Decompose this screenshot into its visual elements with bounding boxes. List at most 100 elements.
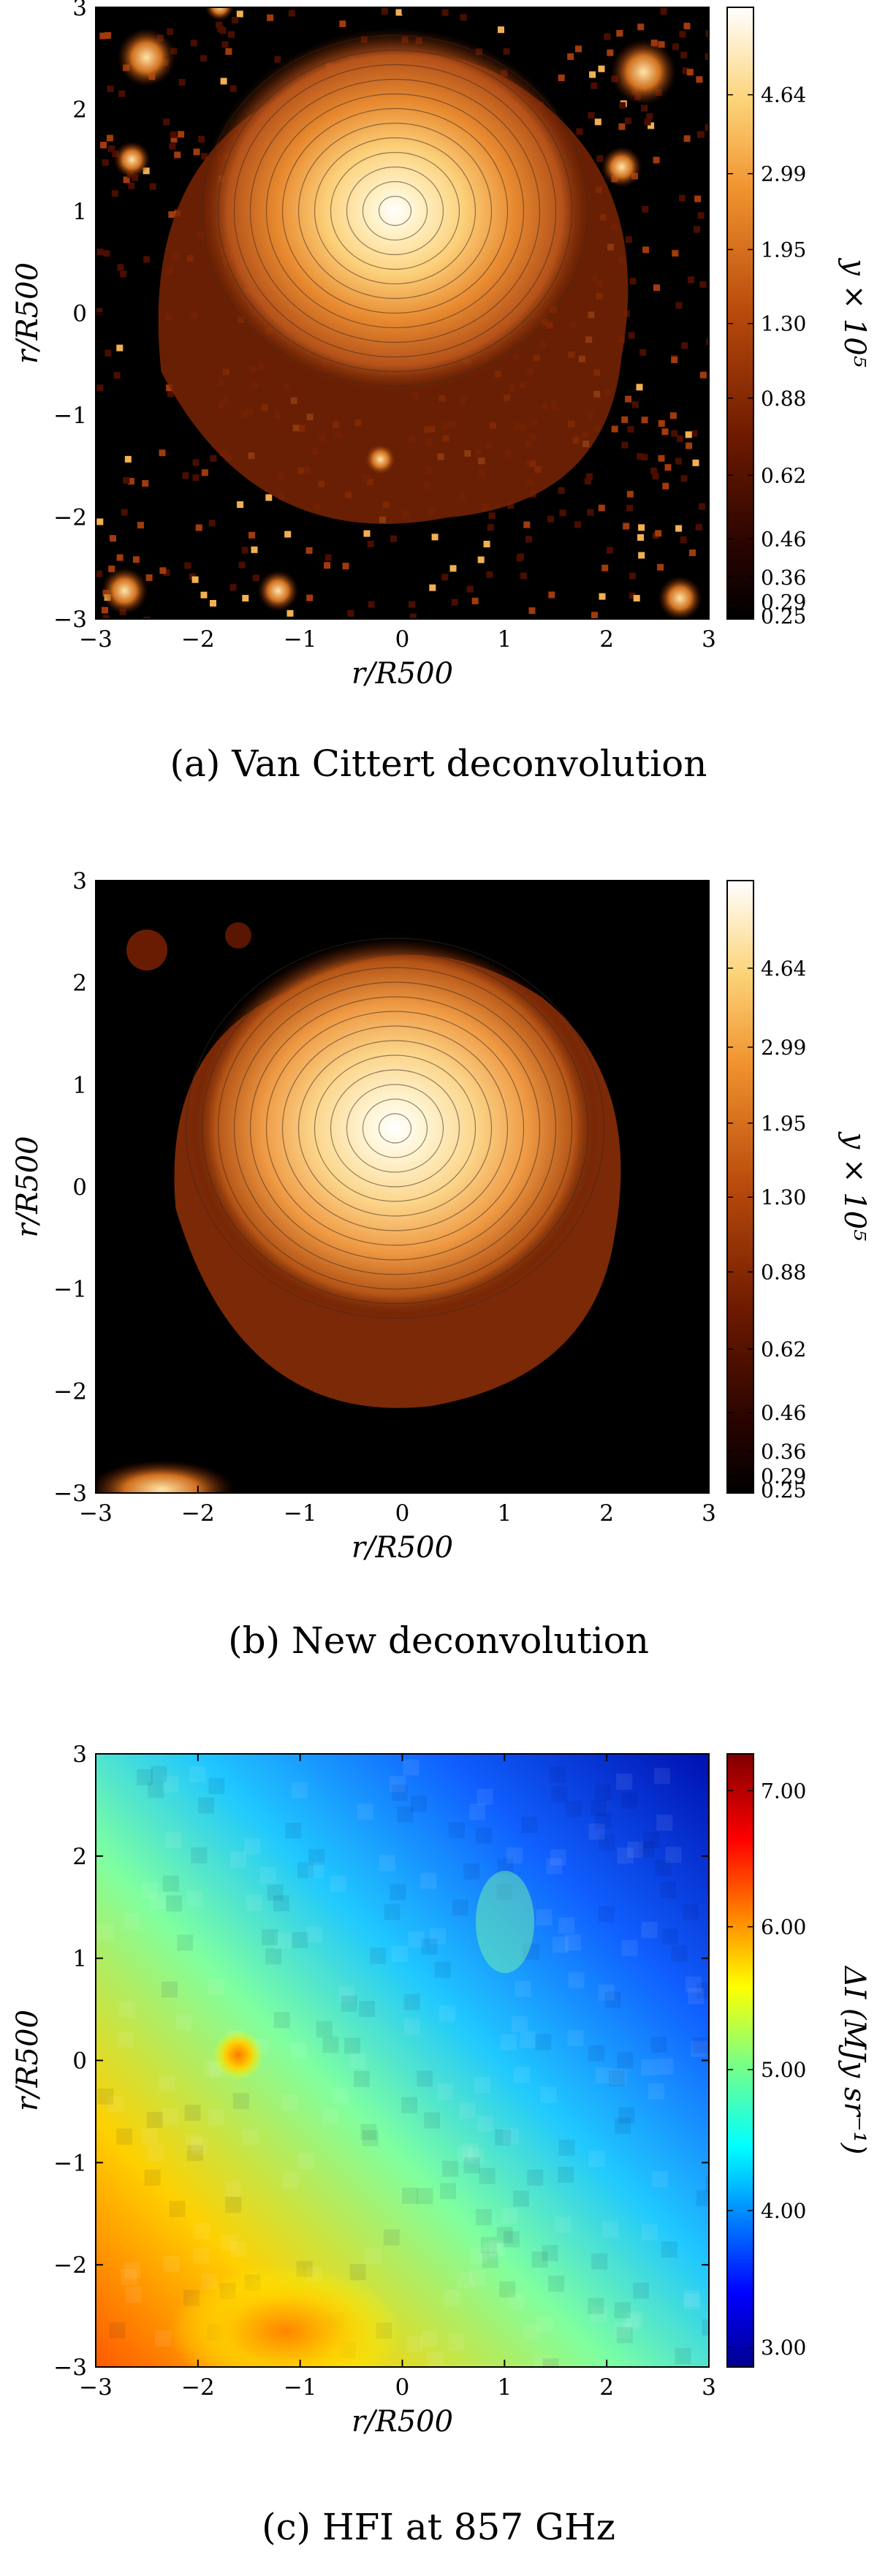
noise-pixel — [542, 2245, 558, 2261]
noise-pixel — [141, 1882, 158, 1899]
noise-pixel — [391, 1945, 408, 1962]
y-tick-label: 3 — [72, 1741, 87, 1768]
x-tick-label: −3 — [79, 1500, 113, 1527]
noise-pixel — [483, 541, 490, 547]
noise-pixel — [525, 536, 533, 543]
noise-pixel — [588, 2298, 604, 2314]
noise-pixel — [587, 509, 594, 516]
colorbar-tick-label: 5.00 — [761, 2058, 806, 2082]
noise-pixel — [99, 32, 107, 39]
noise-pixel — [654, 1768, 671, 1785]
colorbar-label: y × 10⁵ — [838, 257, 871, 367]
noise-pixel — [638, 524, 645, 531]
noise-pixel — [431, 533, 438, 541]
noise-pixel — [163, 118, 170, 126]
noise-pixel — [616, 2327, 633, 2344]
noise-pixel — [165, 1831, 182, 1848]
noise-pixel — [200, 591, 208, 599]
noise-pixel — [639, 349, 647, 356]
noise-pixel — [108, 145, 115, 153]
point-source — [96, 1460, 235, 1493]
noise-pixel — [238, 561, 246, 569]
y-tick-label: −2 — [53, 505, 87, 531]
noise-pixel — [105, 32, 111, 39]
noise-pixel — [671, 430, 678, 437]
noise-pixel — [161, 1981, 178, 1998]
noise-pixel — [676, 435, 683, 442]
noise-pixel — [102, 615, 110, 619]
noise-pixel — [417, 2070, 433, 2087]
noise-pixel — [383, 2229, 400, 2246]
noise-pixel — [390, 535, 397, 542]
noise-pixel — [402, 2187, 418, 2204]
noise-pixel — [696, 76, 703, 83]
noise-pixel — [186, 2145, 203, 2162]
noise-pixel — [403, 1759, 419, 1776]
noise-pixel — [111, 190, 118, 197]
noise-pixel — [208, 1978, 224, 1995]
noise-pixel — [594, 118, 601, 126]
noise-pixel — [344, 2037, 361, 2054]
y-axis-label: r/R500 — [11, 262, 45, 364]
noise-pixel — [619, 102, 626, 109]
noise-pixel — [169, 2200, 186, 2217]
noise-pixel — [650, 2037, 667, 2053]
noise-pixel — [629, 278, 637, 285]
noise-pixel — [216, 21, 222, 29]
noise-pixel — [441, 574, 449, 581]
noise-pixel — [531, 2252, 548, 2268]
noise-pixel — [694, 226, 701, 233]
noise-pixel — [391, 1785, 408, 1801]
noise-pixel — [193, 2248, 210, 2265]
noise-pixel — [186, 2134, 202, 2151]
noise-pixel — [507, 502, 515, 509]
contour-line — [233, 981, 557, 1275]
noise-pixel — [623, 523, 630, 530]
noise-pixel — [552, 1937, 569, 1953]
noise-pixel — [497, 1858, 514, 1874]
noise-pixel — [424, 2112, 440, 2129]
contour-line — [362, 1098, 428, 1158]
noise-pixel — [103, 250, 110, 257]
noise-pixel — [191, 2138, 208, 2154]
noise-pixel — [558, 1917, 575, 1934]
contour-line — [265, 1011, 525, 1246]
noise-pixel — [633, 2282, 649, 2299]
noise-pixel — [460, 14, 467, 21]
contour-line — [346, 166, 444, 256]
x-tick-label: 2 — [599, 1500, 614, 1527]
x-tick-label: −2 — [181, 2374, 215, 2401]
x-tick-label: 0 — [395, 1500, 410, 1527]
noise-pixel — [339, 20, 346, 28]
colorbar-tick-label: 0.36 — [761, 566, 806, 590]
noise-pixel — [308, 1849, 325, 1866]
noise-pixel — [658, 420, 665, 427]
noise-pixel — [638, 552, 645, 559]
noise-pixel — [184, 2105, 201, 2121]
noise-pixel — [229, 584, 237, 591]
contour-line — [185, 938, 605, 1319]
noise-pixel — [523, 521, 531, 528]
noise-pixel — [170, 131, 177, 138]
noise-pixel — [155, 2330, 172, 2347]
noise-pixel — [427, 2351, 444, 2367]
noise-pixel — [616, 1774, 633, 1790]
noise-pixel — [685, 1976, 702, 1993]
noise-pixel — [141, 2129, 158, 2145]
noise-pixel — [696, 2190, 709, 2207]
dust-peak — [213, 2030, 263, 2080]
noise-pixel — [471, 597, 479, 604]
noise-pixel — [591, 1800, 607, 1817]
noise-pixel — [657, 563, 664, 571]
noise-pixel — [657, 2058, 674, 2075]
noise-pixel — [637, 23, 645, 31]
noise-pixel — [191, 1847, 208, 1863]
colorbar-tick-label: 1.95 — [761, 1112, 806, 1136]
y-tick-label: −1 — [53, 2150, 87, 2176]
noise-pixel — [680, 536, 687, 543]
noise-pixel — [230, 2241, 246, 2258]
noise-pixel — [241, 547, 248, 554]
colorbar-gradient — [726, 7, 754, 620]
noise-pixel — [225, 2197, 242, 2213]
noise-pixel — [184, 562, 191, 569]
